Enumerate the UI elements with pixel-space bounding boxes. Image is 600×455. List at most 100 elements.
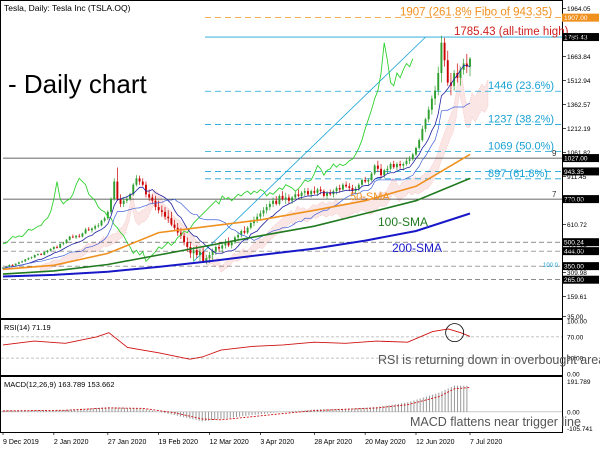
- sma100-label: 100-SMA: [378, 215, 428, 229]
- candle-body: [27, 258, 30, 260]
- candle-body: [87, 229, 90, 231]
- fibo-level-label: 1785.43 (all-time high): [454, 26, 569, 38]
- price-tag-label: 1785.43: [564, 35, 588, 42]
- candle-body: [443, 42, 446, 61]
- support-tag-box: [562, 275, 599, 284]
- candle-body: [71, 236, 74, 238]
- candle-body: [316, 189, 319, 193]
- sma200-label: 200-SMA: [392, 241, 442, 255]
- chart-title: Tesla, Daily: Tesla Inc (TSLA.OQ): [4, 3, 131, 13]
- candle-body: [208, 254, 211, 259]
- macd-tick-label: 191.789: [567, 379, 591, 386]
- price-tick-label: 35.00: [567, 314, 584, 321]
- macd-tick-label: -105.741: [567, 426, 593, 433]
- candle-body: [300, 192, 303, 196]
- candle-body: [183, 235, 186, 243]
- candle-body: [246, 227, 249, 233]
- candle-body: [348, 186, 351, 188]
- kijun-line: [2, 102, 471, 269]
- candle-body: [90, 228, 93, 231]
- candle-body: [52, 246, 55, 249]
- tenkan-line: [2, 65, 471, 269]
- fibo-100-label: 100.0: [543, 263, 559, 269]
- price-tick-label: 761.07: [567, 198, 587, 205]
- candle-body: [395, 163, 398, 168]
- rsi-highlight-circle: [445, 323, 465, 343]
- candle-body: [427, 109, 430, 120]
- candle-body: [383, 170, 386, 176]
- sma100-line: [2, 177, 471, 275]
- candle-body: [405, 160, 408, 164]
- candle-body: [56, 246, 58, 248]
- candle-body: [14, 263, 17, 266]
- candle-body: [160, 210, 163, 212]
- support-tag-label: 350.00: [564, 264, 584, 271]
- candle-body: [199, 251, 201, 255]
- candle-body: [281, 195, 284, 200]
- candle-body: [421, 128, 424, 141]
- price-tick-label: 1785.43: [567, 35, 591, 42]
- main-panel-frame: [0, 0, 563, 319]
- candle-body: [221, 245, 224, 249]
- price-tick-label: 1663.84: [567, 54, 591, 61]
- candle-body: [386, 168, 389, 171]
- candle-body: [326, 192, 328, 196]
- candle-body: [173, 224, 176, 228]
- candle-body: [338, 187, 341, 190]
- candle-body: [341, 184, 344, 190]
- fibo-level-label: 9: [552, 149, 557, 158]
- candle-body: [40, 254, 43, 255]
- x-tick-label: 19 Feb 2020: [159, 439, 198, 446]
- candle-body: [103, 218, 106, 221]
- candle-body: [272, 200, 274, 204]
- candle-body: [275, 200, 278, 204]
- candle-body: [11, 264, 14, 266]
- candle-body: [154, 200, 157, 208]
- candle-body: [167, 216, 170, 219]
- price-tag-label: 943.35: [564, 169, 584, 176]
- macd-tick-label: 0.00: [567, 409, 580, 416]
- price-tag-box: [562, 13, 599, 22]
- rsi-tick-label: 100.00: [567, 319, 587, 326]
- sma50-label: 50-SMA: [350, 191, 390, 203]
- rsi-tick-label: 30.00: [567, 356, 584, 363]
- x-tick-label: 7 Jul 2020: [470, 439, 502, 446]
- rsi-annotation: RSI is returning down in overbought area: [378, 353, 600, 367]
- price-tick-label: 1061.82: [567, 150, 591, 157]
- candle-body: [256, 216, 259, 220]
- price-tick-label: 1964.05: [567, 6, 591, 13]
- candle-body: [192, 250, 195, 254]
- candle-body: [303, 191, 306, 193]
- daily-chart-label: - Daily chart: [8, 69, 147, 99]
- candle-body: [68, 236, 71, 240]
- candle-body: [389, 163, 392, 169]
- candle-body: [84, 229, 87, 234]
- x-tick-label: 20 May 2020: [365, 439, 406, 446]
- fibo-level-label: 1446 (23.6%): [488, 80, 554, 92]
- candle-body: [434, 90, 437, 99]
- price-tag-label: 1907.00: [564, 15, 588, 22]
- candle-body: [357, 184, 360, 189]
- candle-body: [170, 218, 173, 225]
- support-tag-label: 444.00: [564, 249, 584, 256]
- candle-body: [415, 148, 417, 155]
- x-tick-label: 28 Apr 2020: [314, 439, 352, 446]
- fibo-level-label: 1907 (261.8% Fibo of 943.35): [400, 7, 552, 19]
- candle-body: [465, 63, 468, 67]
- price-tick-label: 610.72: [567, 222, 587, 229]
- candle-body: [125, 199, 128, 201]
- candle-body: [211, 251, 214, 255]
- support-tag-box: [562, 262, 599, 271]
- candle-body: [59, 243, 62, 248]
- rsi-panel-frame: [0, 319, 563, 376]
- x-tick-label: 12 Mar 2020: [209, 439, 248, 446]
- candle-body: [8, 264, 11, 267]
- candle-body: [294, 194, 297, 198]
- price-tick-label: 1512.94: [567, 78, 591, 85]
- candle-body: [157, 207, 160, 211]
- candle-body: [186, 242, 189, 247]
- support-tag-label: 500.24: [564, 240, 584, 247]
- price-tag-box: [562, 167, 599, 176]
